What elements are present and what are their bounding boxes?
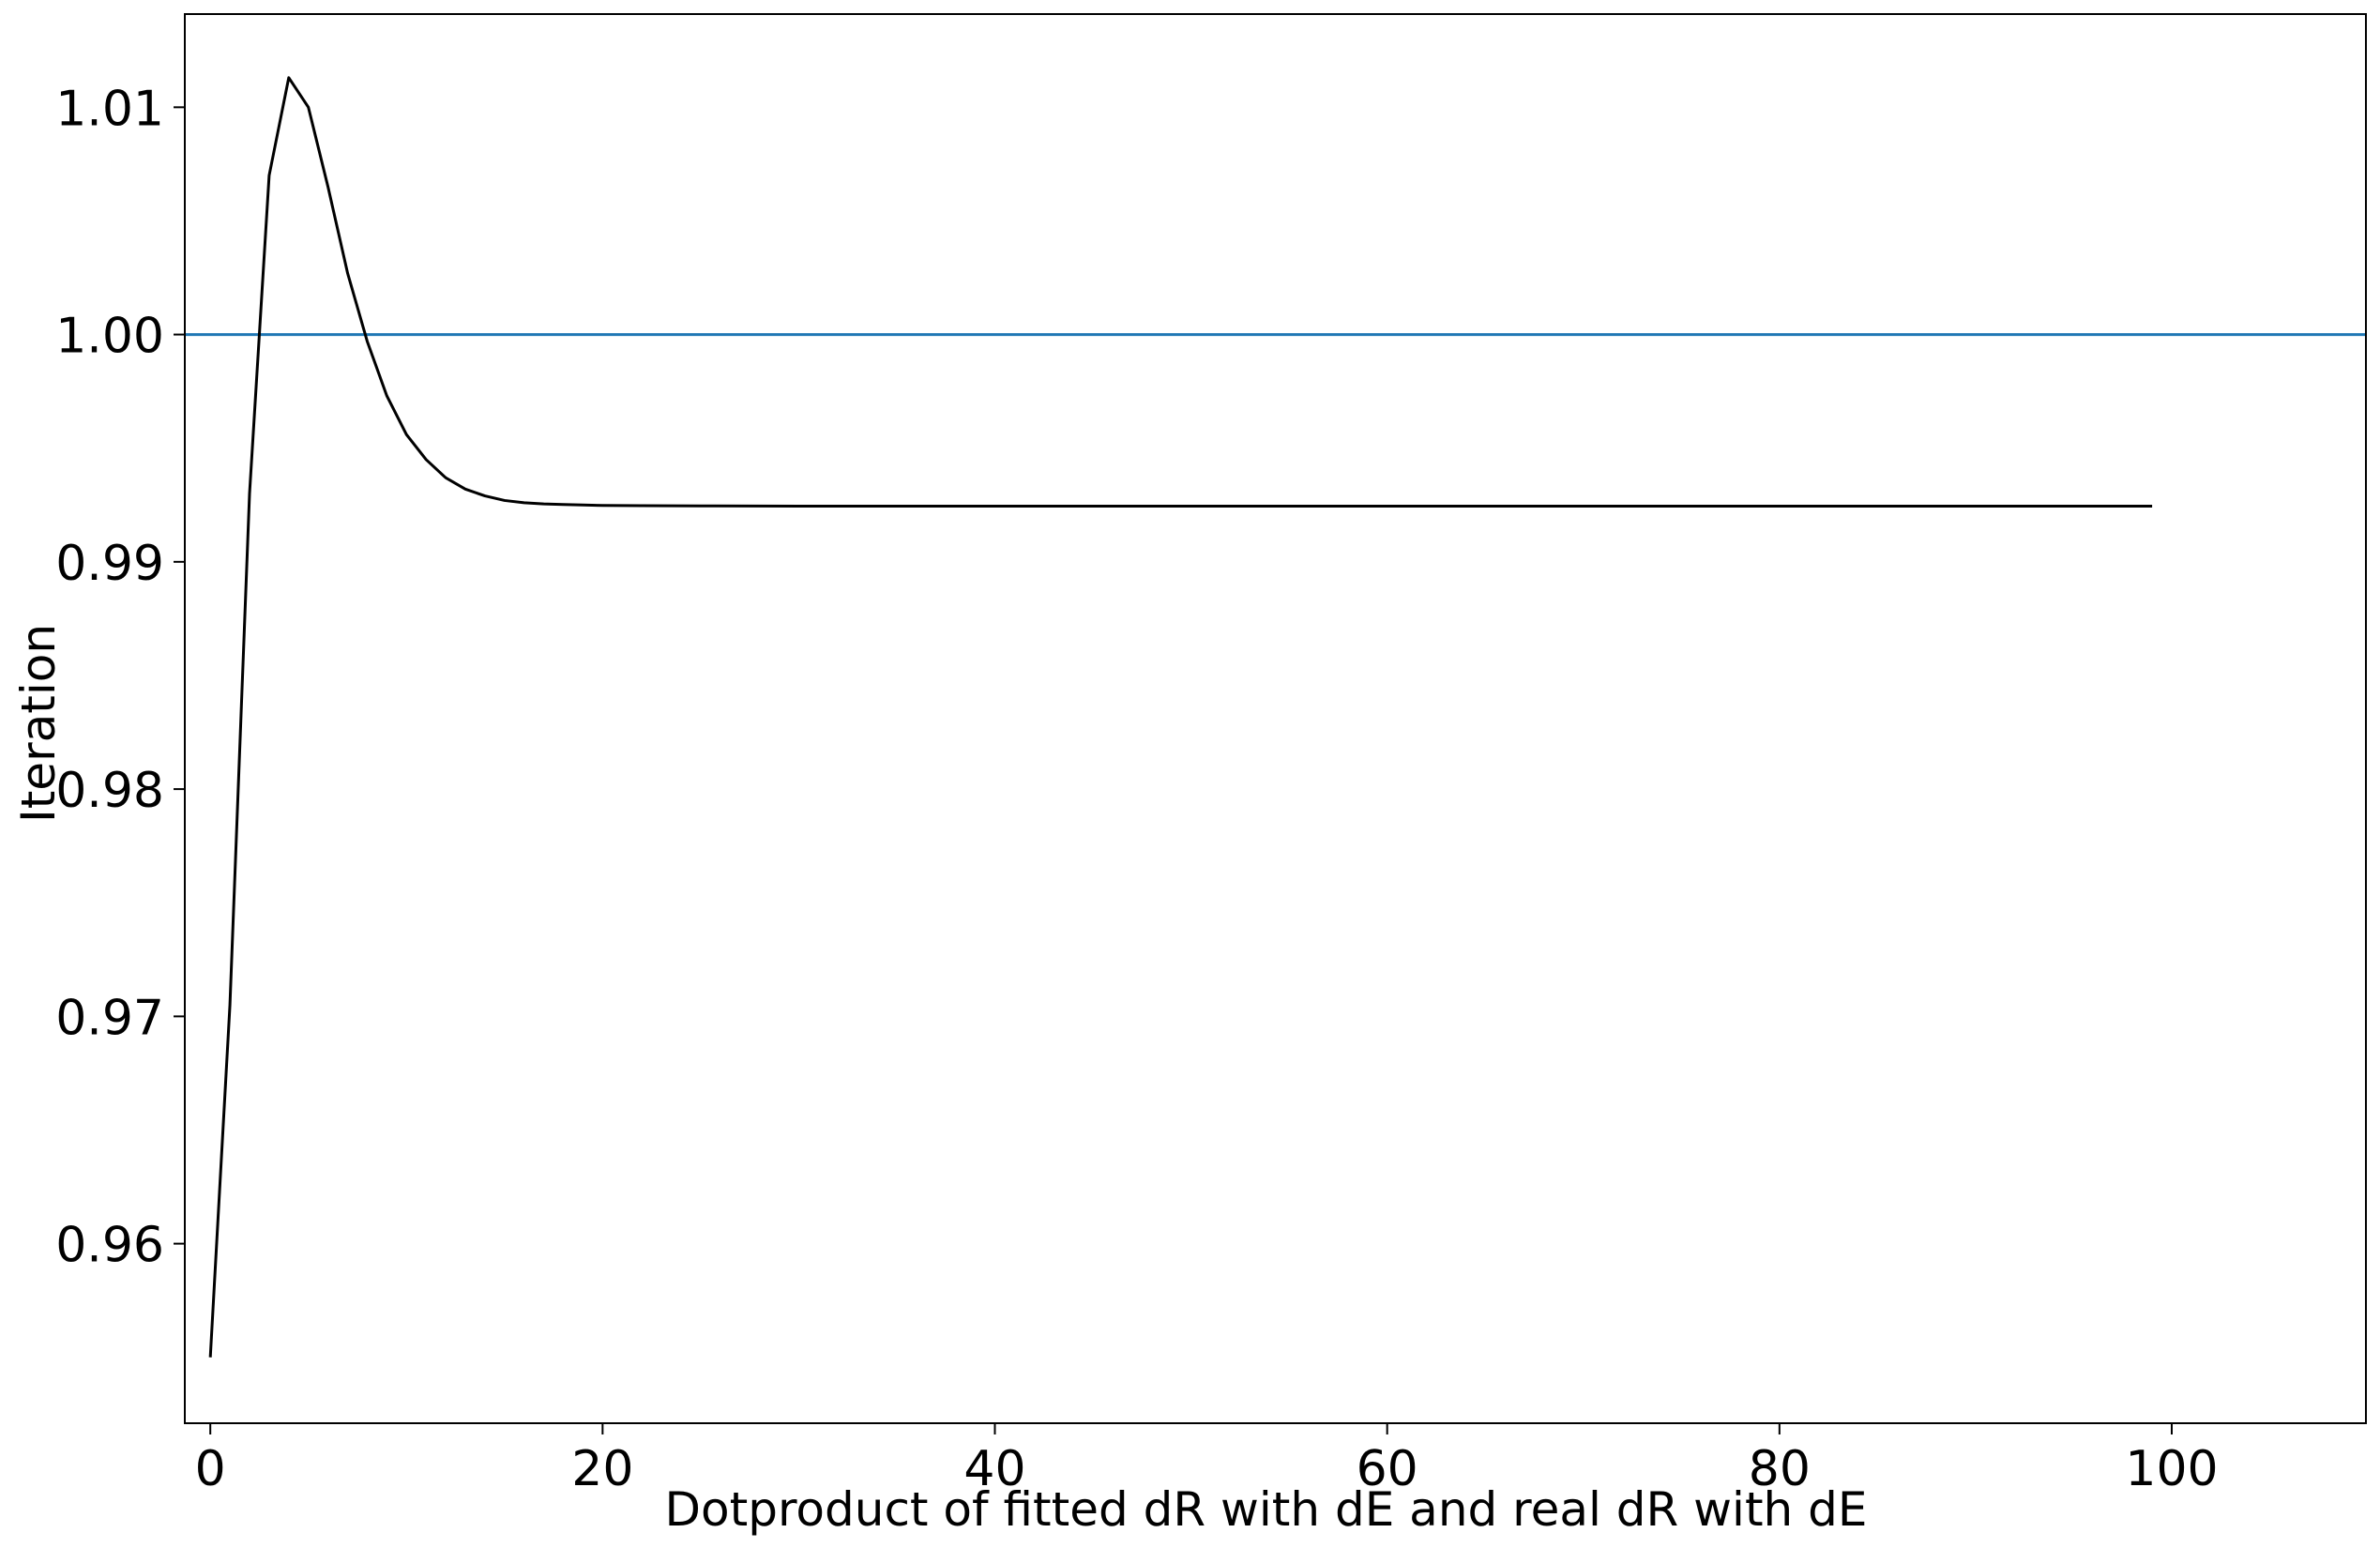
series-lines xyxy=(208,76,2153,1358)
y-tick-label: 0.98 xyxy=(55,763,164,819)
y-axis-ticks: 0.96 0.97 0.98 0.99 1.00 1.01 xyxy=(55,81,185,1274)
series-line-0 xyxy=(208,76,2153,1358)
x-axis-title: Dotproduct of fitted dR with dE and real… xyxy=(665,1482,1868,1537)
x-tick-label: 80 xyxy=(1749,1441,1811,1497)
plot-frame xyxy=(184,13,2367,1424)
x-tick-label: 20 xyxy=(571,1441,633,1497)
x-tick-label: 40 xyxy=(963,1441,1025,1497)
x-tick-label: 0 xyxy=(195,1441,226,1497)
y-tick-label: 0.96 xyxy=(55,1218,164,1274)
y-tick-label: 0.97 xyxy=(55,990,164,1046)
y-tick-label: 1.01 xyxy=(55,81,164,137)
y-tick-label: 0.99 xyxy=(55,536,164,592)
y-tick-label: 1.00 xyxy=(55,309,164,365)
y-axis-title: Iteration xyxy=(11,624,66,823)
x-axis-ticks: 0 20 40 60 80 100 xyxy=(195,1423,2219,1497)
x-tick-label: 100 xyxy=(2125,1441,2218,1497)
x-tick-label: 60 xyxy=(1357,1441,1418,1497)
